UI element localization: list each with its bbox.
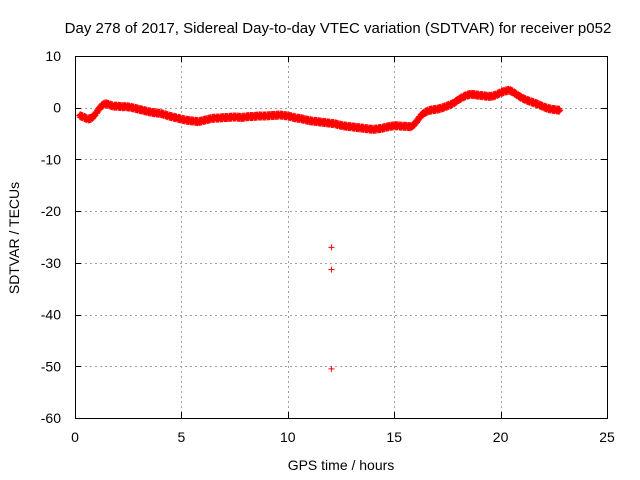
y-tick-label: -10 [41, 151, 61, 167]
y-tick-label: -40 [41, 307, 61, 323]
x-tick-label: 25 [599, 429, 615, 445]
data-point [557, 107, 564, 114]
data-points [76, 85, 564, 372]
x-tick-label: 5 [178, 429, 186, 445]
y-tick-label: -30 [41, 255, 61, 271]
y-tick-label: -50 [41, 358, 61, 374]
data-point [328, 266, 335, 273]
y-tick-label: -20 [41, 203, 61, 219]
y-tick-label: 0 [53, 100, 61, 116]
x-tick-label: 10 [280, 429, 296, 445]
y-axis-label: SDTVAR / TECUs [6, 182, 22, 294]
plot-frame [75, 56, 608, 419]
x-axis-label: GPS time / hours [288, 457, 395, 473]
data-point [328, 365, 335, 372]
data-point [328, 244, 335, 251]
chart-title: Day 278 of 2017, Sidereal Day-to-day VTE… [65, 20, 612, 37]
y-tick-label: -60 [41, 410, 61, 426]
tick-labels: 0 5 10 15 20 25 10 0 -10 -20 -30 -40 -50 -60 [41, 48, 615, 445]
x-tick-label: 0 [71, 429, 79, 445]
x-tick-label: 15 [386, 429, 402, 445]
y-tick-label: 10 [45, 48, 61, 64]
x-tick-label: 20 [493, 429, 509, 445]
